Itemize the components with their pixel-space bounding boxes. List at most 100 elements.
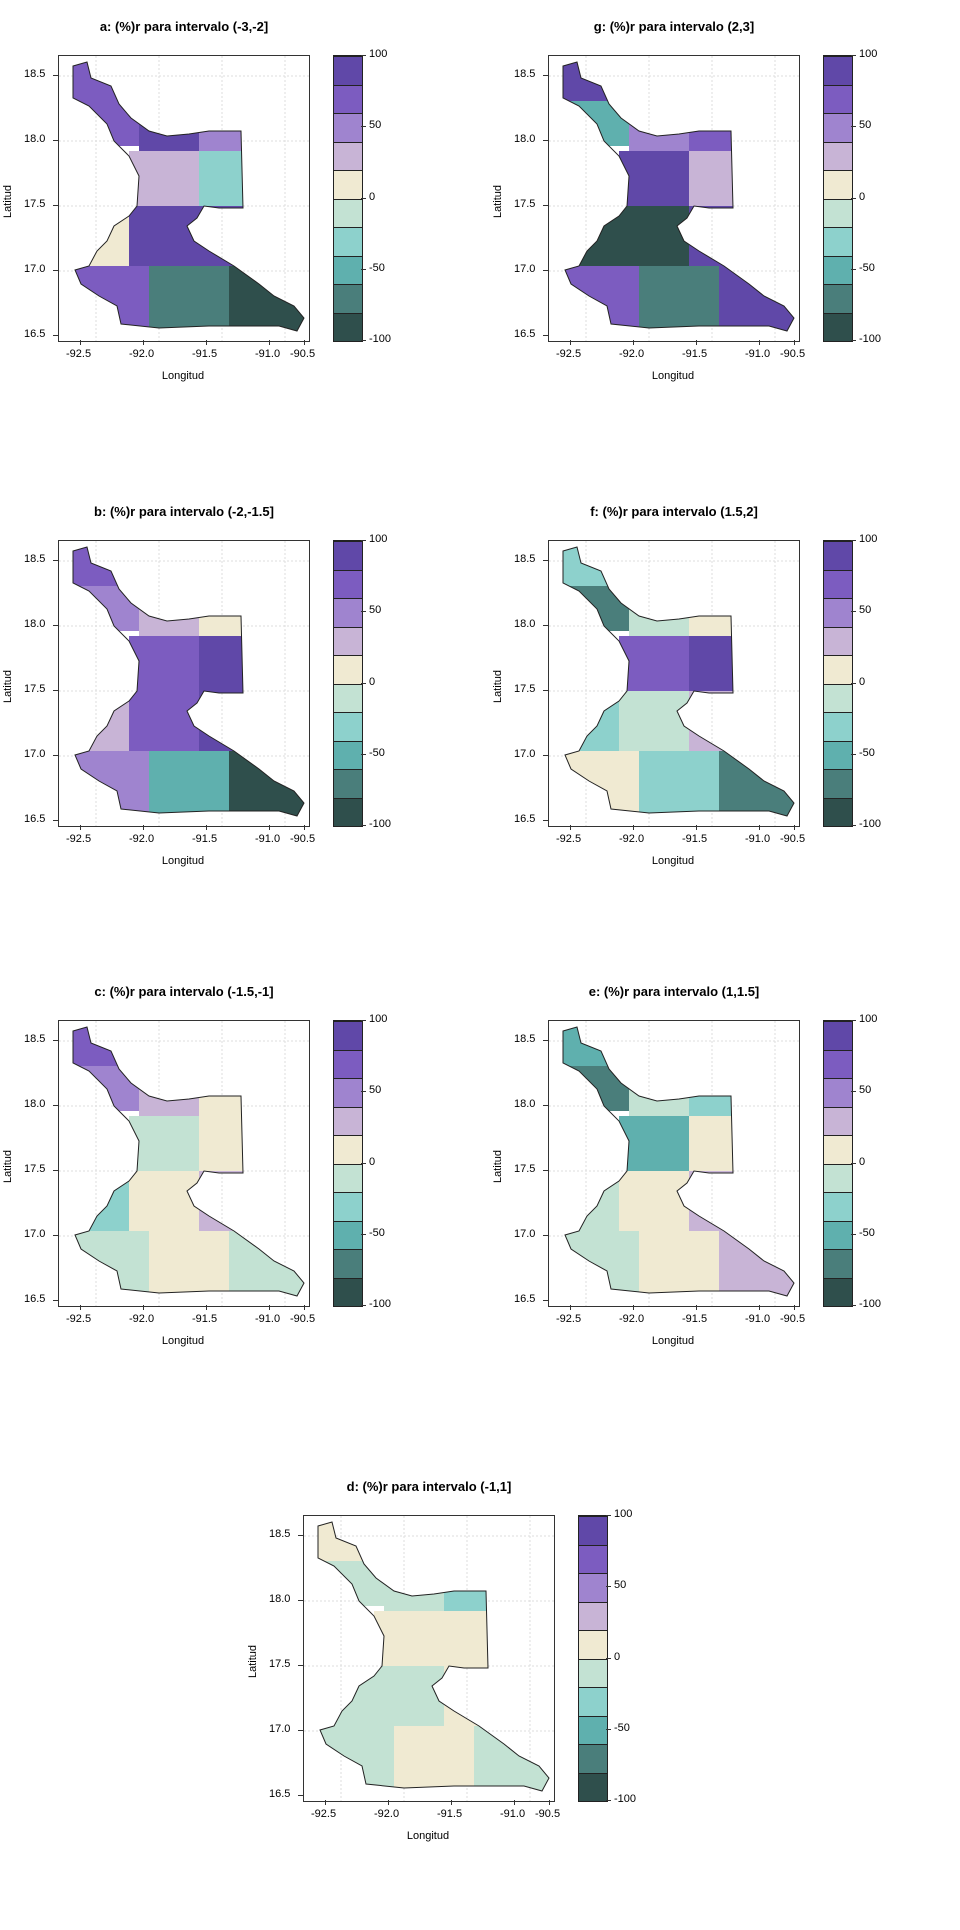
colorbar-tick-label: 50 (859, 119, 872, 132)
x-tick-label: -92.5 (311, 1808, 337, 1820)
colorbar-segment (824, 1192, 852, 1221)
colorbar (823, 540, 853, 827)
colorbar-tick-label: -100 (369, 333, 392, 345)
x-tick-mark (794, 825, 795, 830)
panel-title: a: (%)r para intervalo (-3,-2] (0, 19, 368, 43)
x-tick-mark (759, 1305, 760, 1310)
colorbar-tick-mark (606, 1728, 611, 1730)
colorbar-segment (824, 1021, 852, 1050)
y-tick-mark (543, 1235, 548, 1236)
contour-zone (149, 266, 229, 331)
x-tick-mark (794, 340, 795, 345)
y-tick-label: 16.5 (24, 328, 46, 340)
colorbar-tick-label: 0 (859, 675, 866, 688)
colorbar (333, 540, 363, 827)
y-tick-mark (53, 820, 58, 821)
x-tick-mark (304, 340, 305, 345)
y-tick-mark (53, 755, 58, 756)
colorbar-segment (334, 740, 362, 769)
colorbar-segment (824, 740, 852, 769)
contour-zone (318, 1726, 394, 1791)
colorbar (823, 55, 853, 342)
map-svg (304, 1516, 554, 1801)
x-tick-mark (759, 825, 760, 830)
y-tick-mark (543, 560, 548, 561)
colorbar-tick-label: 100 (859, 533, 878, 545)
contour-zone (563, 586, 629, 631)
panel-c: c: (%)r para intervalo (-1.5,-1] -92.5 -92… (0, 965, 470, 1435)
colorbar-segment (334, 84, 362, 113)
colorbar-segment (824, 1078, 852, 1107)
colorbar-tick-mark (361, 197, 366, 199)
contour-zone (384, 1561, 444, 1611)
colorbar-tick-mark (361, 540, 366, 541)
y-tick-mark (53, 335, 58, 336)
contour-zone (73, 751, 149, 816)
contour-zone (619, 691, 689, 751)
y-tick-label: 18.5 (24, 1033, 46, 1045)
colorbar-segment (334, 569, 362, 598)
y-tick-label: 17.5 (514, 198, 536, 210)
contour-zone (689, 151, 794, 206)
colorbar-tick-label: 50 (859, 604, 872, 617)
x-tick-label: -92.5 (556, 348, 582, 360)
y-axis-label: Latitud (2, 184, 14, 218)
y-tick-label: 18.0 (24, 618, 46, 630)
x-tick-label: -91.0 (255, 833, 281, 845)
contour-zone (129, 151, 199, 206)
y-tick-mark (543, 205, 548, 206)
colorbar-tick-label: 50 (369, 1084, 382, 1097)
colorbar-tick-mark (851, 753, 856, 755)
y-tick-mark (298, 1730, 303, 1731)
x-tick-mark (143, 825, 144, 830)
colorbar-segment (334, 655, 362, 684)
y-tick-mark (543, 755, 548, 756)
map-plot-area (58, 55, 310, 342)
panel-title-text: (%)r para intervalo (1.5,2] (602, 504, 758, 519)
y-tick-label: 17.5 (269, 1658, 291, 1670)
y-tick-label: 17.0 (24, 263, 46, 275)
contour-zone (563, 1231, 639, 1296)
contour-zone (689, 101, 794, 151)
map-plot-area (548, 1020, 800, 1307)
contour-zone (444, 1561, 549, 1611)
panel-f: f: (%)r para intervalo (1.5,2] -92.5 -92.0… (490, 485, 960, 955)
y-tick-mark (298, 1600, 303, 1601)
contour-zone (619, 206, 689, 266)
contour-zone (73, 1066, 139, 1111)
colorbar-tick-mark (851, 1305, 856, 1306)
y-tick-mark (298, 1665, 303, 1666)
colorbar-tick-label: -50 (369, 746, 385, 759)
colorbar-segment (824, 84, 852, 113)
colorbar-segment (824, 284, 852, 313)
contour-zone (73, 586, 139, 631)
panel-title: g: (%)r para intervalo (2,3] (490, 19, 858, 43)
x-tick-mark (269, 825, 270, 830)
x-tick-mark (143, 1305, 144, 1310)
colorbar-segment (334, 1220, 362, 1249)
contour-zone (229, 1231, 304, 1296)
panel-label: g: (593, 19, 607, 34)
y-tick-label: 18.5 (24, 553, 46, 565)
colorbar-tick-label: 100 (369, 1013, 388, 1025)
x-tick-label: -92.5 (66, 833, 92, 845)
contour-zone (199, 636, 304, 691)
panel-title-text: (%)r para intervalo (2,3] (609, 19, 755, 34)
colorbar-tick-mark (361, 340, 366, 341)
contour-zone (689, 636, 794, 691)
colorbar-segment (334, 683, 362, 712)
colorbar-segment (334, 1277, 362, 1306)
colorbar-segment (824, 541, 852, 570)
y-tick-mark (53, 205, 58, 206)
colorbar-segment (334, 1021, 362, 1050)
y-tick-mark (53, 1300, 58, 1301)
x-tick-label: -92.5 (66, 1313, 92, 1325)
contour-zone (563, 751, 639, 816)
region-boundary (72, 61, 305, 332)
x-axis-label: Longitud (651, 1335, 695, 1347)
colorbar-tick-mark (361, 1233, 366, 1235)
x-tick-mark (269, 340, 270, 345)
colorbar-segment (334, 1192, 362, 1221)
colorbar-segment (579, 1544, 607, 1573)
x-tick-label: -92.0 (619, 1313, 645, 1325)
